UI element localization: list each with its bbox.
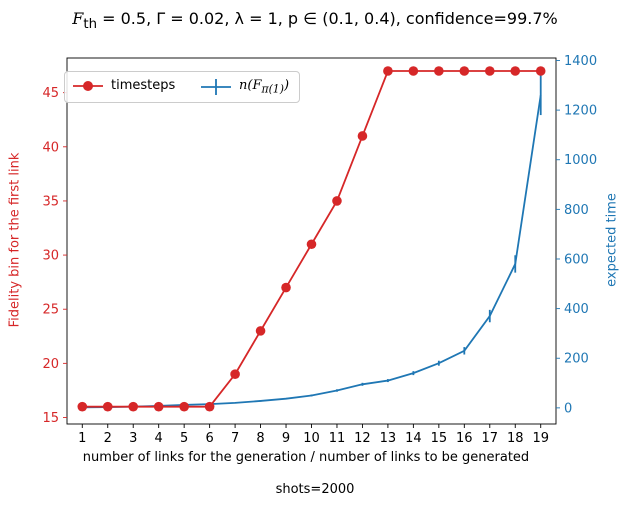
title-f-subscript: th [83, 17, 98, 33]
x-tick-label: 1 [78, 431, 86, 446]
series-timesteps-point [204, 401, 215, 412]
x-tick-label: 12 [354, 431, 371, 446]
x-tick-label: 18 [507, 431, 524, 446]
y-left-tick-label: 40 [42, 140, 59, 155]
x-tick-label: 16 [456, 431, 473, 446]
legend-expected-time-label: n(Fπ(1)) [239, 78, 290, 96]
series-timesteps-point [408, 66, 419, 76]
y-right-tick-label: 0 [564, 401, 572, 416]
x-tick-label: 8 [256, 431, 264, 446]
series-timesteps-point [535, 66, 546, 76]
series-timesteps-point [102, 401, 113, 412]
legend-errorbar-swatch [201, 78, 231, 95]
series-timesteps-point [230, 369, 240, 379]
x-tick-label: 19 [532, 431, 549, 446]
x-tick-label: 15 [431, 431, 448, 446]
series-timesteps-point [459, 66, 470, 76]
x-tick-label: 5 [180, 431, 188, 446]
x-tick-label: 9 [282, 431, 290, 446]
y-right-tick-label: 1000 [564, 153, 597, 168]
x-tick-label: 14 [405, 431, 422, 446]
series-timesteps-point [332, 196, 342, 206]
series-timesteps-point [281, 282, 291, 293]
x-tick-label: 7 [231, 431, 239, 446]
series-expected-time-line [82, 95, 542, 409]
legend-timesteps-label: timesteps [111, 78, 176, 93]
y-right-tick-label: 1400 [564, 54, 597, 69]
y-right-tick-label: 800 [564, 203, 589, 218]
y-left-tick-label: 20 [42, 357, 59, 372]
x-tick-label: 10 [303, 431, 320, 446]
series-timesteps-point [255, 326, 266, 336]
series-timesteps-point [128, 401, 139, 412]
series-timesteps-point [510, 66, 521, 76]
y-right-tick-label: 1200 [564, 104, 597, 119]
legend-timesteps-swatch [73, 80, 103, 91]
x-tick-label: 13 [380, 431, 397, 446]
title-rest: = 0.5, Γ = 0.02, λ = 1, p ∈ (0.1, 0.4), … [97, 9, 558, 28]
x-tick-label: 2 [104, 431, 112, 446]
y-left-tick-label: 45 [42, 86, 59, 101]
x-tick-label: 3 [129, 431, 137, 446]
series-timesteps-point [434, 66, 444, 76]
y-left-tick-label: 35 [42, 194, 59, 209]
x-tick-label: 17 [482, 431, 499, 446]
title-f: F [72, 9, 84, 28]
series-timesteps-point [357, 131, 368, 141]
y-left-tick-label: 15 [42, 411, 59, 426]
shots-footer: shots=2000 [275, 482, 355, 497]
y-axis-left-label: Fidelity bin for the first link [7, 152, 23, 328]
series-timesteps-point [484, 66, 495, 76]
series-timesteps-line [82, 70, 541, 408]
y-left-tick-label: 25 [42, 303, 59, 318]
y-axis-right-label: expected time [604, 193, 620, 287]
legend-entry-timesteps: timesteps [73, 78, 175, 93]
legend-entry-expected-time: n(Fπ(1)) [201, 78, 289, 96]
x-tick-label: 4 [155, 431, 163, 446]
series-timesteps-point [306, 239, 317, 250]
y-left-tick-label: 30 [42, 249, 59, 264]
y-right-tick-label: 600 [564, 252, 589, 267]
legend: timesteps n(Fπ(1)) [64, 71, 300, 103]
x-axis-label: number of links for the generation / num… [82, 450, 530, 465]
x-tick-label: 11 [329, 431, 346, 446]
series-timesteps-point [383, 66, 393, 76]
y-right-tick-label: 200 [564, 352, 589, 367]
y-right-tick-label: 400 [564, 302, 589, 317]
chart-title: Fth = 0.5, Γ = 0.02, λ = 1, p ∈ (0.1, 0.… [0, 9, 630, 32]
series-timesteps-point [179, 401, 189, 412]
series-timesteps-point [77, 401, 88, 412]
x-tick-label: 6 [205, 431, 213, 446]
series-timesteps-point [153, 401, 164, 412]
